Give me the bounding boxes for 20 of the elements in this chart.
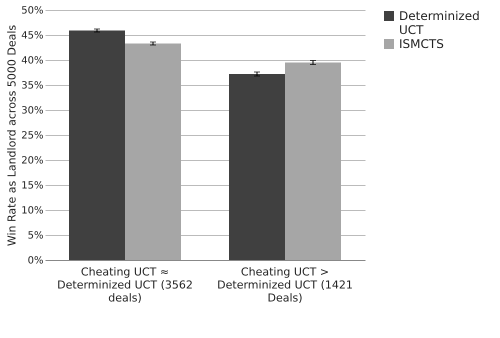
y-tick-label: 30%: [21, 106, 44, 116]
y-tick-label: 5%: [28, 230, 44, 242]
y-axis-title: Win Rate as Landlord across 5000 Deals: [5, 24, 18, 246]
bar: [69, 30, 125, 260]
x-tick-label: Cheating UCT > Determinized UCT (1421 Deals): [217, 266, 353, 304]
bar: [285, 62, 341, 260]
y-tick-label: 10%: [21, 206, 44, 216]
bar: [229, 74, 285, 260]
legend-label: Determinized UCT: [399, 9, 480, 37]
y-tick-label: 45%: [21, 30, 44, 42]
y-tick-label: 20%: [21, 156, 44, 166]
x-tick-label: Cheating UCT ≈ Determinized UCT (3562 deals): [57, 266, 193, 304]
legend-label: ISMCTS: [399, 37, 444, 51]
y-tick-label: 15%: [21, 180, 44, 192]
y-tick-label: 0%: [28, 256, 44, 266]
y-tick-label: 25%: [21, 130, 44, 142]
y-tick-label: 50%: [21, 6, 44, 16]
bar: [125, 44, 181, 260]
y-tick-label: 35%: [21, 80, 44, 92]
y-tick-label: 40%: [21, 56, 44, 66]
